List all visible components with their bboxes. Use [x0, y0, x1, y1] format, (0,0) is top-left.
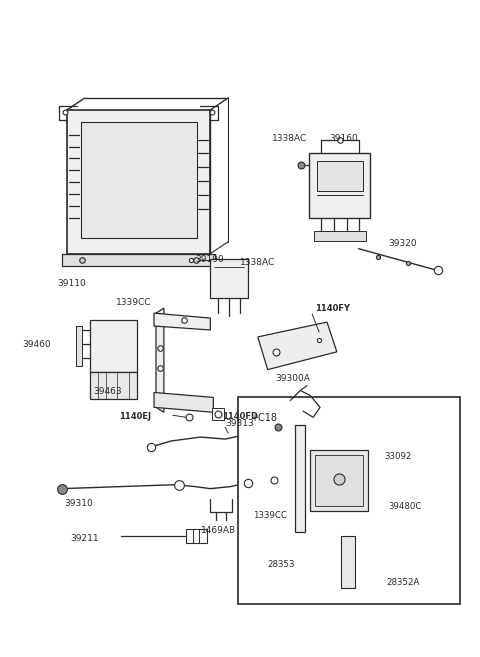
Bar	[317, 162, 362, 191]
Bar	[310, 450, 368, 511]
Text: 39211: 39211	[70, 534, 98, 543]
Text: 1469AB: 1469AB	[201, 526, 236, 535]
Bar	[81, 122, 196, 238]
Text: 39110: 39110	[57, 279, 86, 288]
Bar	[212, 408, 224, 420]
Text: 33092: 33092	[384, 452, 412, 461]
Bar	[62, 254, 216, 265]
Text: 39313: 39313	[225, 419, 254, 428]
Text: 28352A: 28352A	[386, 578, 420, 587]
Bar	[90, 372, 137, 399]
Text: 28353: 28353	[268, 560, 295, 569]
Text: 39300A: 39300A	[276, 374, 311, 382]
Text: 39320: 39320	[388, 238, 417, 248]
Bar	[76, 326, 82, 366]
Text: 1338AC: 1338AC	[272, 133, 307, 143]
Text: 1140FY: 1140FY	[315, 304, 350, 313]
Bar	[67, 110, 210, 254]
Bar	[315, 455, 362, 507]
Polygon shape	[258, 322, 337, 370]
Text: 1339CC: 1339CC	[117, 298, 152, 307]
Bar	[90, 320, 137, 372]
Text: 39480C: 39480C	[388, 501, 421, 510]
Text: 1140EJ: 1140EJ	[120, 413, 151, 421]
Text: 39160: 39160	[329, 133, 358, 143]
Bar	[314, 231, 366, 240]
Bar	[210, 259, 248, 298]
Polygon shape	[154, 392, 213, 413]
Text: 1140FD: 1140FD	[222, 413, 258, 421]
Text: 39463: 39463	[94, 388, 122, 396]
Text: 39460: 39460	[23, 340, 51, 349]
Bar	[186, 530, 207, 543]
Text: 1339CC: 1339CC	[253, 511, 287, 520]
Text: +C18: +C18	[250, 413, 277, 423]
Text: 39190: 39190	[195, 255, 224, 263]
Bar	[309, 154, 371, 218]
Bar	[238, 397, 460, 604]
Polygon shape	[295, 425, 305, 532]
Polygon shape	[154, 313, 210, 330]
Polygon shape	[156, 308, 164, 413]
Bar	[341, 536, 355, 588]
Text: 1338AC: 1338AC	[240, 258, 275, 267]
Text: 39310: 39310	[64, 499, 93, 508]
